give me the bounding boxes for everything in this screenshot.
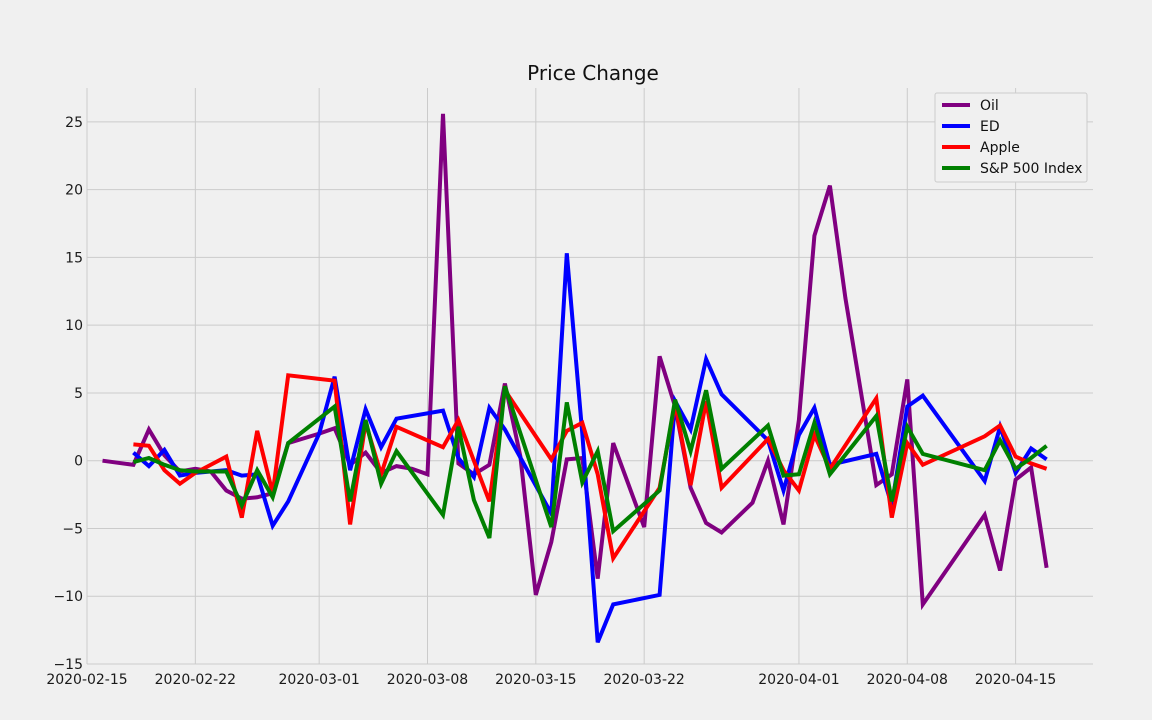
x-tick-label: 2020-03-08 (387, 672, 468, 688)
y-tick-label: 10 (65, 318, 83, 334)
x-tick-label: 2020-02-15 (46, 672, 127, 688)
series-line-s-p-500-index (132, 385, 1048, 539)
x-tick-label: 2020-03-01 (278, 672, 359, 688)
x-tick-label: 2020-04-15 (975, 672, 1056, 688)
y-tick-label: 0 (74, 454, 83, 470)
x-tick-label: 2020-04-01 (758, 672, 839, 688)
x-tick-labels: 2020-02-15 2020-02-22 2020-03-01 2020-03-08… (46, 672, 1056, 688)
legend: Oil ED Apple S&P 500 Index (934, 92, 1088, 183)
y-tick-label: −15 (53, 657, 83, 673)
y-tick-label: 5 (74, 386, 83, 402)
series-line-oil (102, 113, 1049, 611)
y-tick-label: −5 (62, 521, 83, 537)
y-tick-labels: −15 −10 −5 0 5 10 15 20 25 (53, 115, 83, 673)
series-lines (102, 113, 1049, 644)
y-tick-label: 15 (65, 250, 83, 266)
series-line-apple (133, 373, 1048, 564)
legend-label: Apple (980, 140, 1020, 156)
legend-label: S&P 500 Index (980, 161, 1082, 177)
legend-label: Oil (980, 98, 999, 114)
y-tick-label: −10 (53, 589, 83, 605)
chart-title: Price Change (527, 61, 659, 85)
y-tick-label: 20 (65, 183, 83, 199)
x-tick-label: 2020-04-08 (867, 672, 948, 688)
legend-box (934, 92, 1088, 183)
y-tick-label: 25 (65, 115, 83, 131)
legend-label: ED (980, 119, 1000, 135)
x-tick-label: 2020-02-22 (155, 672, 236, 688)
x-tick-label: 2020-03-15 (495, 672, 576, 688)
x-tick-label: 2020-03-22 (603, 672, 684, 688)
